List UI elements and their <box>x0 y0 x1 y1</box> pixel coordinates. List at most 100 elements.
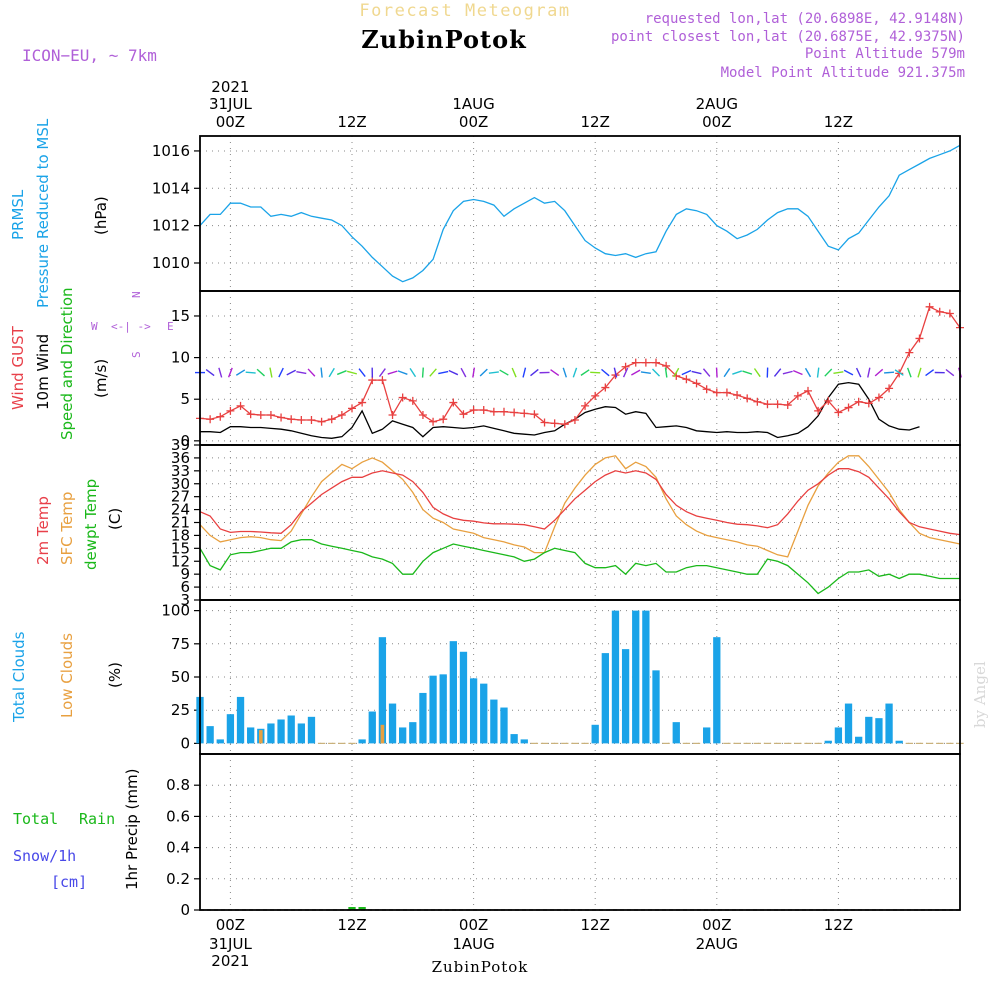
total-cloud-bar <box>388 703 397 744</box>
cloud-label-3: (%) <box>106 662 124 688</box>
total-cloud-bar <box>601 653 609 744</box>
wind-direction-arrow <box>945 368 955 377</box>
gust-marker <box>408 396 417 405</box>
sfc-temp-line <box>199 455 961 558</box>
wind-label-2: 10m Wind <box>34 334 52 410</box>
wind-direction-arrow <box>925 369 935 377</box>
wind-direction-arrow <box>245 371 256 374</box>
wind-direction-arrow <box>590 371 601 374</box>
model-altitude: Model Point Altitude 921.375m <box>721 65 965 81</box>
total-cloud-bar <box>378 637 387 744</box>
gust-marker <box>743 394 752 403</box>
bottom-time-label: 31JUL <box>209 935 252 953</box>
total-cloud-bar <box>277 719 285 744</box>
wind-direction-arrow <box>681 369 692 376</box>
wind-direction-arrow <box>346 370 358 375</box>
panel-frame <box>199 135 961 292</box>
total-cloud-bar <box>855 736 863 744</box>
gust-marker <box>591 391 600 400</box>
wind-direction-arrow <box>307 368 316 377</box>
total-cloud-bar <box>469 678 478 744</box>
total-cloud-bar <box>865 716 873 744</box>
gust-marker <box>692 379 701 388</box>
gust-marker <box>915 334 924 343</box>
wind-direction-arrow <box>824 368 833 377</box>
gust-marker <box>753 397 762 406</box>
top-time-label: 31JUL <box>209 95 252 113</box>
cloud-labels: Total Clouds Low Clouds (%) <box>10 631 124 723</box>
gust-marker <box>601 383 610 392</box>
wind-direction-arrow <box>580 369 590 376</box>
compass-s: S <box>130 351 143 358</box>
total-cloud-bar <box>297 723 305 744</box>
pressure-label-3: (hPa) <box>92 196 110 235</box>
closest-coords: point closest lon,lat (20.6875E, 42.9375… <box>611 29 965 45</box>
wind-direction-arrow <box>328 367 335 378</box>
y-tick-label: 36 <box>171 449 190 467</box>
wind-direction-arrow <box>409 368 417 378</box>
y-tick-label: 0 <box>180 734 190 752</box>
wind-direction-arrow <box>702 368 711 377</box>
wind-direction-arrow <box>867 367 871 378</box>
gust-marker <box>581 401 590 410</box>
gust-marker <box>550 419 559 428</box>
gust-marker <box>307 416 316 425</box>
gust-marker <box>429 417 438 426</box>
y-tick-label: 10 <box>171 349 190 367</box>
y-tick-label: 12 <box>171 552 190 570</box>
gust-marker <box>621 362 630 371</box>
wind-direction-arrow <box>256 368 265 377</box>
wind-direction-arrow <box>816 367 820 378</box>
total-cloud-bar <box>713 637 721 744</box>
total-cloud-bar <box>895 740 903 744</box>
gust-marker <box>388 411 397 420</box>
wind-direction-arrow <box>550 369 560 377</box>
gust-marker <box>256 411 265 420</box>
wind-direction-arrow <box>917 367 922 378</box>
y-tick-label: 18 <box>171 526 190 544</box>
gust-marker <box>500 407 508 416</box>
top-time-label: 00Z <box>459 113 488 131</box>
y-tick-label: 6 <box>180 578 190 596</box>
gust-marker <box>246 410 255 419</box>
bottom-time-label: 12Z <box>824 916 853 934</box>
clouds-panel: 0 25 50 75 100 <box>161 599 964 755</box>
wind-direction-arrow <box>742 370 753 375</box>
wind-direction-arrow <box>472 367 476 378</box>
gust-marker <box>398 393 407 402</box>
wind-gust-line <box>199 305 961 425</box>
rain-bar <box>358 907 366 910</box>
compass-w: W <box>91 320 98 333</box>
wind-direction-arrow <box>622 367 629 378</box>
wind-direction-arrow <box>792 369 803 376</box>
gust-marker <box>469 406 478 415</box>
credit-text: by Angel <box>971 661 989 728</box>
gust-marker <box>793 391 802 400</box>
wind-direction-arrow <box>218 367 223 378</box>
wind-direction-arrow <box>601 368 610 377</box>
wind-direction-arrow <box>773 368 782 377</box>
gust-marker <box>763 400 772 409</box>
total-cloud-bar <box>510 734 518 744</box>
total-cloud-bar <box>226 714 235 744</box>
top-time-label: 2AUG <box>696 95 738 113</box>
wind-direction-arrow <box>874 368 884 377</box>
top-year-label: 2021 <box>211 78 249 96</box>
wind-direction-arrow <box>530 368 539 377</box>
y-tick-label: 33 <box>171 462 190 480</box>
gust-marker <box>479 406 488 415</box>
wind-direction-arrow <box>753 368 761 378</box>
gust-marker <box>206 415 215 424</box>
y-tick-label: 5 <box>180 390 190 408</box>
low-cloud-bar <box>380 724 385 744</box>
top-time-label: 12Z <box>337 113 366 131</box>
top-time-label: 00Z <box>216 113 245 131</box>
gust-marker <box>702 385 711 394</box>
gust-marker <box>439 415 448 424</box>
precip-label-snow: Snow/1h <box>13 847 76 865</box>
y-tick-label: 0 <box>180 901 190 919</box>
wind-direction-arrow <box>438 370 449 375</box>
